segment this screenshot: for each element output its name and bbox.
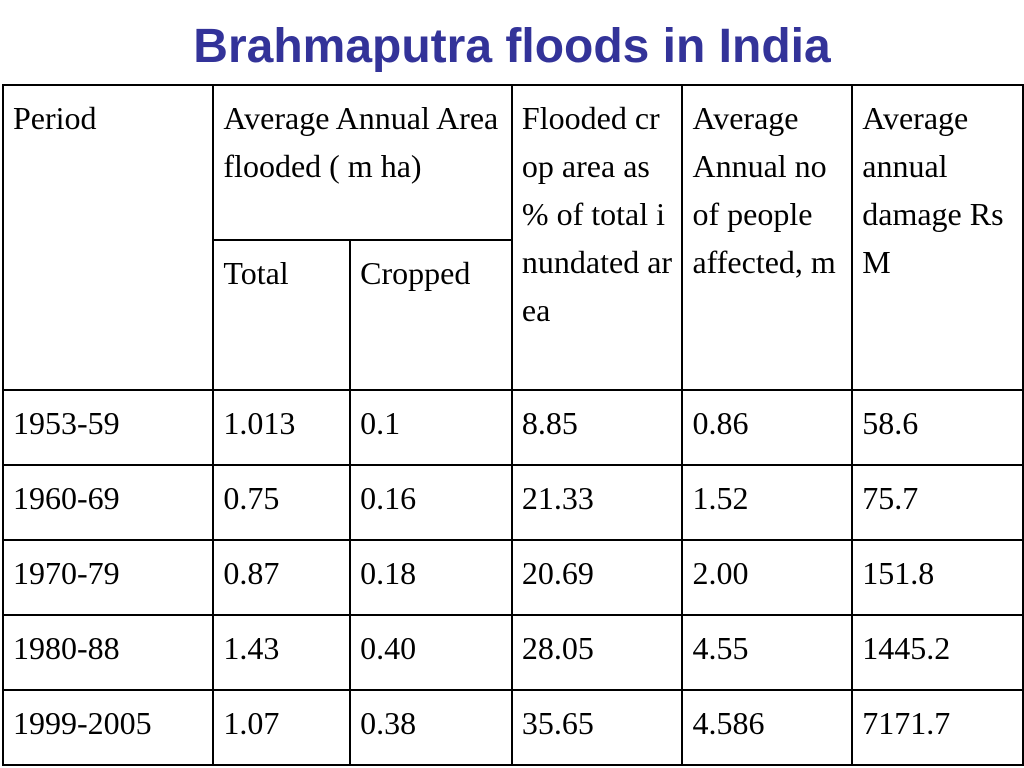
cell-crop-pct: 35.65 bbox=[510, 689, 684, 766]
cell-people: 2.00 bbox=[681, 539, 854, 616]
cell-crop-pct: 28.05 bbox=[510, 614, 684, 691]
cell-people: 1.52 bbox=[681, 464, 854, 541]
cell-total: 1.07 bbox=[212, 689, 352, 766]
header-crop-percent: Flooded crop area as % of total inundate… bbox=[510, 84, 684, 391]
cell-cropped: 0.38 bbox=[349, 689, 513, 766]
header-area-flooded: Average Annual Area flooded ( m ha) bbox=[212, 84, 513, 241]
header-cropped: Cropped bbox=[349, 239, 513, 391]
flood-table: Period Average Annual Area flooded ( m h… bbox=[1, 84, 1024, 766]
table-row: 1980-88 1.43 0.40 28.05 4.55 1445.2 bbox=[1, 614, 1024, 691]
cell-people: 4.55 bbox=[681, 614, 854, 691]
header-total: Total bbox=[212, 239, 352, 391]
cell-people: 4.586 bbox=[681, 689, 854, 766]
cell-damage: 1445.2 bbox=[851, 614, 1024, 691]
cell-total: 1.013 bbox=[212, 389, 352, 466]
header-annual-damage: Average annual damage Rs M bbox=[851, 84, 1024, 391]
slide-title: Brahmaputra floods in India bbox=[193, 20, 831, 73]
cell-damage: 7171.7 bbox=[851, 689, 1024, 766]
cell-crop-pct: 8.85 bbox=[510, 389, 684, 466]
cell-damage: 75.7 bbox=[851, 464, 1024, 541]
table-row: 1999-2005 1.07 0.38 35.65 4.586 7171.7 bbox=[1, 689, 1024, 766]
header-row-2: Total Cropped bbox=[3, 239, 1023, 391]
cell-period: 1999-2005 bbox=[1, 689, 215, 766]
cell-cropped: 0.18 bbox=[349, 539, 513, 616]
cell-cropped: 0.16 bbox=[349, 464, 513, 541]
header-period: Period bbox=[1, 84, 215, 391]
table-row: 1960-69 0.75 0.16 21.33 1.52 75.7 bbox=[1, 464, 1024, 541]
table-row: 1970-79 0.87 0.18 20.69 2.00 151.8 bbox=[1, 539, 1024, 616]
cell-total: 1.43 bbox=[212, 614, 352, 691]
cell-total: 0.75 bbox=[212, 464, 352, 541]
cell-period: 1970-79 bbox=[1, 539, 215, 616]
cell-cropped: 0.1 bbox=[349, 389, 513, 466]
cell-damage: 151.8 bbox=[851, 539, 1024, 616]
header-row-1: Period Average Annual Area flooded ( m h… bbox=[1, 84, 1024, 391]
cell-crop-pct: 20.69 bbox=[510, 539, 684, 616]
cell-period: 1953-59 bbox=[1, 389, 215, 466]
cell-crop-pct: 21.33 bbox=[510, 464, 684, 541]
cell-total: 0.87 bbox=[212, 539, 352, 616]
table-row: 1953-59 1.013 0.1 8.85 0.86 58.6 bbox=[1, 389, 1024, 466]
cell-damage: 58.6 bbox=[851, 389, 1024, 466]
cell-people: 0.86 bbox=[681, 389, 854, 466]
cell-period: 1980-88 bbox=[1, 614, 215, 691]
cell-period: 1960-69 bbox=[1, 464, 215, 541]
cell-cropped: 0.40 bbox=[349, 614, 513, 691]
header-people-affected: Average Annual no of people affected, m bbox=[681, 84, 854, 391]
